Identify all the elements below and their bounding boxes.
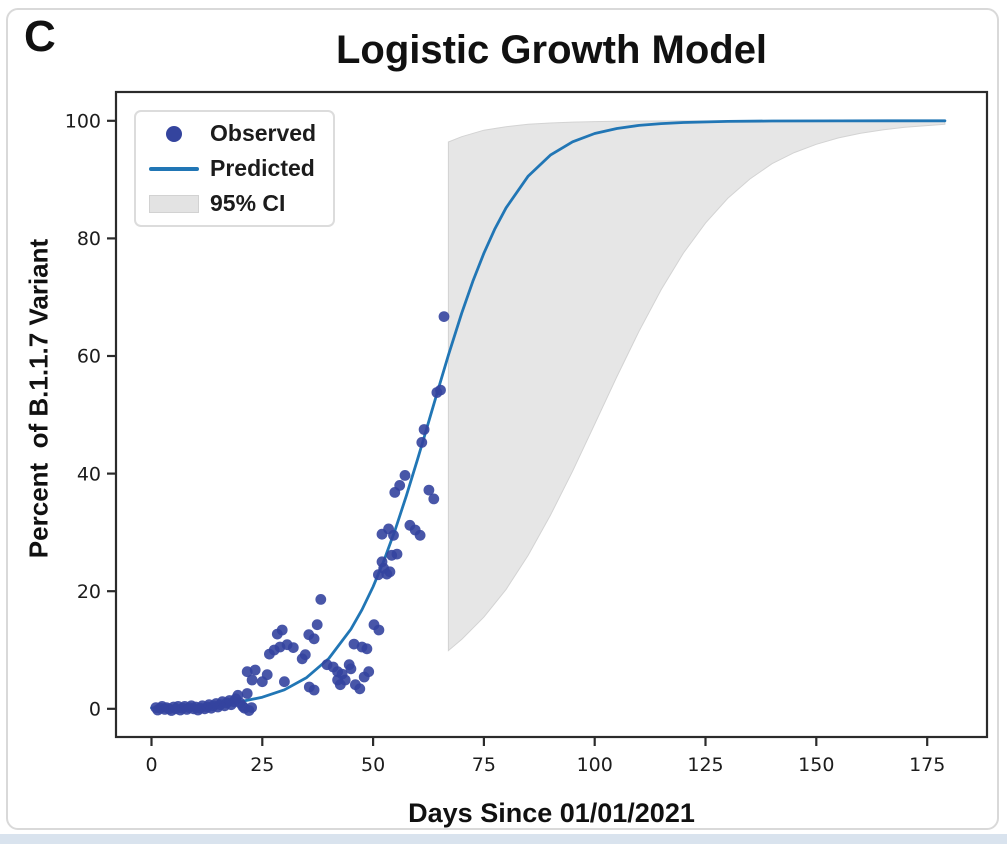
observed-point [249, 664, 261, 676]
observed-point [423, 484, 435, 496]
observed-point [391, 548, 403, 560]
x-tick-label: 75 [472, 754, 496, 776]
panel-letter: C [24, 12, 56, 61]
observed-point [428, 493, 440, 505]
observed-point [261, 669, 273, 681]
observed-marker-icon [166, 125, 182, 142]
legend-item-ci: 95% CI [138, 190, 331, 217]
legend-item-predicted: Predicted [138, 155, 331, 182]
predicted-line-icon [149, 166, 199, 171]
x-tick-label: 150 [798, 754, 834, 776]
legend-label-observed: Observed [210, 120, 317, 146]
observed-point [246, 674, 258, 686]
x-tick-label: 100 [577, 754, 613, 776]
legend-box: Observed Predicted 95% CI [134, 110, 335, 227]
y-tick-label: 0 [89, 698, 101, 720]
x-axis-label: Days Since 01/01/2021 [408, 798, 695, 828]
observed-point [308, 633, 320, 645]
observed-point [373, 624, 385, 636]
observed-point [416, 437, 428, 448]
observed-point [246, 702, 257, 713]
chart-title: Logistic Growth Model [335, 28, 768, 72]
y-tick-label: 60 [77, 346, 101, 368]
observed-point [363, 666, 375, 678]
y-tick-label: 20 [77, 581, 101, 603]
observed-point [339, 674, 351, 686]
observed-point [276, 624, 288, 636]
observed-point [345, 663, 357, 675]
observed-point [384, 566, 396, 578]
axes-spines [114, 90, 989, 739]
observed-point [394, 480, 406, 491]
confidence-band-icon [149, 194, 199, 213]
confidence-band [447, 120, 946, 652]
observed-point [299, 649, 311, 661]
observed-point [438, 311, 450, 322]
page-background-strip [0, 834, 1007, 844]
x-tick-label: 50 [361, 754, 385, 776]
x-tick-label: 125 [687, 754, 723, 776]
observed-point [418, 424, 430, 435]
observed-point [308, 684, 320, 696]
observed-point [279, 676, 290, 688]
observed-point [315, 594, 327, 605]
legend-item-observed: Observed [138, 120, 331, 147]
observed-point [361, 643, 373, 655]
y-tick-label: 40 [77, 463, 101, 485]
observed-point [414, 529, 426, 541]
y-tick-label: 100 [65, 110, 101, 132]
x-tick-label: 25 [250, 754, 274, 776]
figure-card: 0 25 50 75 100 125 150 175 0 20 40 60 80 100 C Logist… [6, 8, 999, 830]
predicted-curve [150, 119, 947, 710]
y-tick-label: 80 [77, 228, 101, 250]
observed-point [354, 683, 366, 695]
x-tick-label: 0 [145, 754, 157, 776]
observed-point [435, 384, 446, 396]
legend-label-ci: 95% CI [210, 190, 286, 216]
observed-point [287, 642, 299, 653]
observed-point [311, 619, 323, 631]
observed-point [399, 470, 411, 481]
plot-area: 0 25 50 75 100 125 150 175 0 20 40 60 80 100 [65, 90, 989, 776]
observed-point [241, 688, 253, 699]
legend-label-predicted: Predicted [210, 155, 315, 181]
y-axis-label: Percent of B.1.1.7 Variant [23, 238, 54, 559]
x-tick-label: 175 [909, 754, 945, 776]
observed-point [388, 529, 399, 541]
